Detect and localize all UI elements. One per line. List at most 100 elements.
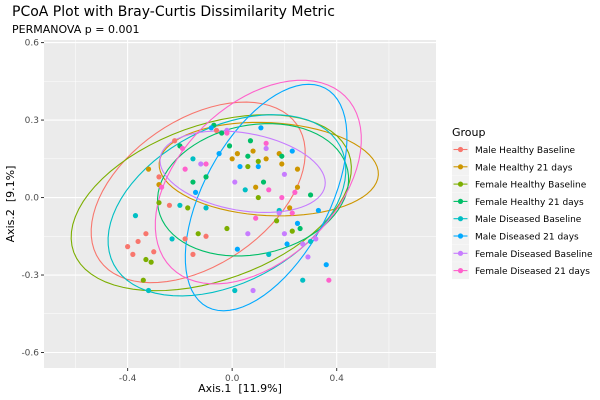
data-point [172,138,178,144]
data-point [182,166,188,172]
legend-key-point [457,268,464,274]
data-point [232,287,238,294]
legend-key-point [457,164,464,170]
data-point [245,153,251,159]
data-point [263,145,269,152]
x-tick-label: -0.4 [119,374,137,384]
data-point [145,287,152,294]
legend-label: Male Diseased 21 days [475,233,579,243]
legend-label: Male Healthy Baseline [475,146,576,156]
data-point [130,251,136,257]
data-point [198,161,204,167]
data-point [266,251,272,257]
data-point [135,238,141,245]
data-point [224,130,230,136]
data-point [263,156,269,162]
data-point [255,163,261,170]
data-point [289,148,295,154]
data-point [125,244,131,250]
y-tick-label: 0.3 [25,116,39,126]
chart-title: PCoA Plot with Bray-Curtis Dissimilarity… [12,4,335,20]
data-point [156,174,162,180]
data-point [226,143,233,149]
panel-background [44,40,436,368]
data-point [307,192,314,198]
data-point [159,184,165,190]
data-point [234,246,240,252]
confidence-ellipse [158,121,379,217]
data-point [307,238,314,245]
data-point [313,236,319,242]
data-point [247,138,254,144]
y-axis: -0.6 -0.3 0.0 0.3 0.6 [21,39,44,359]
data-point [203,161,209,167]
confidence-ellipse [90,101,306,284]
data-point [300,241,306,247]
data-point [289,210,295,216]
y-axis-title: Axis.2 [9.1%] [4,166,17,243]
data-point [234,151,240,157]
data-point [326,277,332,283]
data-point [294,166,301,172]
y-tick-label: -0.6 [21,349,39,359]
data-point [279,161,285,167]
data-point [292,189,298,195]
data-point [185,205,191,211]
legend-label: Female Healthy Baseline [475,181,587,191]
data-point [190,179,196,185]
data-point [287,205,293,211]
confidence-ellipse [154,79,362,285]
data-point [281,231,288,237]
data-point [237,163,243,170]
data-point [229,156,235,162]
data-point [143,256,149,263]
data-point [195,231,201,237]
data-point [279,194,285,201]
data-point [219,130,225,136]
data-point [224,225,230,232]
data-point [203,233,209,239]
data-point [216,151,222,157]
data-point [279,153,285,159]
data-point [294,184,301,190]
data-point [177,202,183,208]
data-point [255,194,261,201]
legend-key-point [457,198,464,204]
data-point [203,174,209,180]
data-point [297,225,303,232]
x-axis-title: Axis.1 [11.9%] [198,382,282,395]
plot-panel [44,40,436,368]
x-tick-label: 0.0 [225,374,240,384]
data-point [242,187,248,193]
data-point [323,262,329,268]
legend-key-point [457,181,464,187]
data-point [190,251,196,257]
data-point [192,189,199,195]
data-point [182,236,188,242]
legend-label: Male Healthy 21 days [475,163,573,173]
legend-label: Female Healthy 21 days [475,198,584,208]
data-point [250,148,256,154]
data-point [179,145,186,152]
data-point [140,277,146,283]
data-point [156,200,162,206]
x-tick-label: 0.4 [330,374,345,384]
data-point [132,213,139,219]
legend-key-point [457,250,464,256]
points-layer [125,122,332,294]
data-point [148,259,154,265]
data-point [253,184,259,190]
legend-label: Female Diseased 21 days [475,267,590,277]
confidence-ellipse [70,114,352,292]
data-point [245,231,251,237]
legend-key-point [457,146,464,153]
data-point [232,179,238,185]
chart-subtitle: PERMANOVA p = 0.001 [12,23,139,36]
confidence-ellipse [184,83,348,312]
data-point [151,249,157,255]
y-tick-label: 0.6 [25,39,40,49]
data-point [276,210,282,216]
data-point [266,187,272,193]
data-point [281,171,288,177]
data-point [294,220,301,226]
